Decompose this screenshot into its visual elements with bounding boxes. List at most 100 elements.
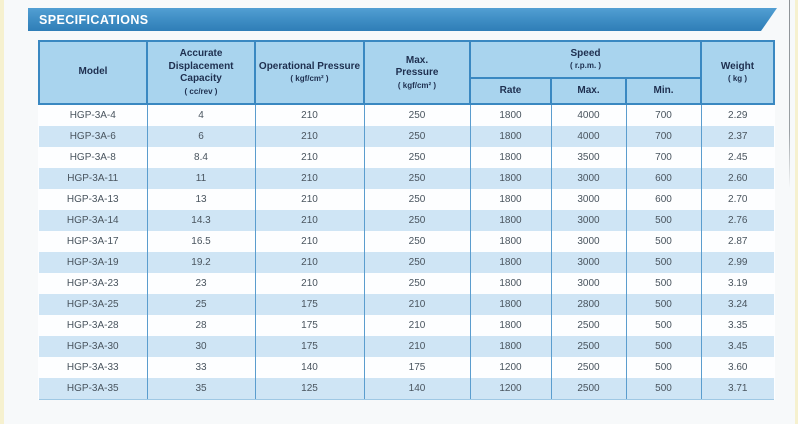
table-body: HGP-3A-4 4 210 250 1800 4000 700 2.29 HGP-3A-6 6 2… — [39, 104, 774, 400]
cell-capacity: 11 — [146, 168, 256, 189]
cell-model: HGP-3A-30 — [39, 336, 148, 357]
cell-speed_rate: 1800 — [469, 168, 552, 189]
cell-max_pressure: 250 — [363, 231, 471, 252]
col-header-model: Model — [38, 40, 148, 105]
cell-speed_rate: 1800 — [469, 126, 552, 147]
table-row: HGP-3A-25 25 175 210 1800 2800 500 3.24 — [39, 294, 774, 315]
col-header-operational-pressure: Operational Pressure ( kgf/cm² ) — [254, 40, 365, 105]
cell-op_pressure: 210 — [254, 189, 365, 210]
cell-weight: 3.24 — [700, 294, 774, 315]
cell-speed_min: 500 — [625, 252, 702, 273]
cell-speed_min: 500 — [625, 378, 702, 400]
table-row: HGP-3A-28 28 175 210 1800 2500 500 3.35 — [39, 315, 774, 336]
cell-speed_min: 500 — [625, 294, 702, 315]
cell-speed_max: 2500 — [550, 315, 627, 336]
cell-speed_max: 3000 — [550, 231, 627, 252]
cell-capacity: 19.2 — [146, 252, 256, 273]
cell-capacity: 35 — [146, 378, 256, 400]
cell-capacity: 25 — [146, 294, 256, 315]
cell-speed_min: 700 — [625, 147, 702, 168]
table-row: HGP-3A-6 6 210 250 1800 4000 700 2.37 — [39, 126, 774, 147]
cell-max_pressure: 250 — [363, 126, 471, 147]
cell-model: HGP-3A-35 — [39, 378, 148, 400]
cell-speed_rate: 1800 — [469, 294, 552, 315]
section-title-bar: SPECIFICATIONS — [28, 8, 777, 31]
scan-edge-right — [795, 0, 798, 424]
cell-speed_min: 600 — [625, 168, 702, 189]
cell-op_pressure: 210 — [254, 168, 365, 189]
cell-capacity: 16.5 — [146, 231, 256, 252]
cell-capacity: 23 — [146, 273, 256, 294]
cell-max_pressure: 250 — [363, 168, 471, 189]
cell-max_pressure: 210 — [363, 315, 471, 336]
table-row: HGP-3A-19 19.2 210 250 1800 3000 500 2.99 — [39, 252, 774, 273]
cell-capacity: 28 — [146, 315, 256, 336]
cell-max_pressure: 250 — [363, 147, 471, 168]
col-header-speed-rate: Rate — [469, 77, 552, 105]
cell-speed_rate: 1800 — [469, 104, 552, 126]
cell-op_pressure: 175 — [254, 336, 365, 357]
cell-weight: 3.71 — [700, 378, 774, 400]
cell-capacity: 30 — [146, 336, 256, 357]
table-row: HGP-3A-14 14.3 210 250 1800 3000 500 2.76 — [39, 210, 774, 231]
cell-speed_max: 3000 — [550, 252, 627, 273]
unit-cc-rev: ( cc/rev ) — [184, 86, 218, 96]
cell-speed_min: 500 — [625, 231, 702, 252]
table-row: HGP-3A-4 4 210 250 1800 4000 700 2.29 — [39, 104, 774, 126]
cell-weight: 2.37 — [700, 126, 774, 147]
cell-model: HGP-3A-23 — [39, 273, 148, 294]
cell-speed_min: 500 — [625, 273, 702, 294]
cell-speed_min: 700 — [625, 104, 702, 126]
cell-speed_rate: 1200 — [469, 378, 552, 400]
cell-model: HGP-3A-13 — [39, 189, 148, 210]
cell-speed_rate: 1800 — [469, 252, 552, 273]
cell-speed_rate: 1800 — [469, 315, 552, 336]
cell-model: HGP-3A-33 — [39, 357, 148, 378]
scan-edge-left — [0, 0, 4, 424]
cell-op_pressure: 210 — [254, 126, 365, 147]
cell-speed_max: 3000 — [550, 168, 627, 189]
cell-speed_rate: 1800 — [469, 231, 552, 252]
cell-max_pressure: 140 — [363, 378, 471, 400]
cell-speed_min: 500 — [625, 336, 702, 357]
cell-max_pressure: 250 — [363, 104, 471, 126]
cell-speed_min: 600 — [625, 189, 702, 210]
cell-speed_min: 500 — [625, 357, 702, 378]
cell-weight: 3.35 — [700, 315, 774, 336]
cell-max_pressure: 250 — [363, 273, 471, 294]
cell-speed_max: 3000 — [550, 189, 627, 210]
cell-capacity: 4 — [146, 104, 256, 126]
cell-speed_max: 3500 — [550, 147, 627, 168]
cell-speed_max: 4000 — [550, 126, 627, 147]
cell-model: HGP-3A-19 — [39, 252, 148, 273]
table-row: HGP-3A-30 30 175 210 1800 2500 500 3.45 — [39, 336, 774, 357]
cell-weight: 3.60 — [700, 357, 774, 378]
table-header: Model Accurate Displacement Capacity ( c… — [38, 40, 775, 105]
cell-op_pressure: 125 — [254, 378, 365, 400]
cell-op_pressure: 175 — [254, 294, 365, 315]
section-title: SPECIFICATIONS — [39, 12, 149, 27]
cell-model: HGP-3A-14 — [39, 210, 148, 231]
table-row: HGP-3A-17 16.5 210 250 1800 3000 500 2.87 — [39, 231, 774, 252]
cell-weight: 2.70 — [700, 189, 774, 210]
table-row: HGP-3A-35 35 125 140 1200 2500 500 3.71 — [39, 378, 774, 400]
cell-speed_max: 2800 — [550, 294, 627, 315]
table-row: HGP-3A-8 8.4 210 250 1800 3500 700 2.45 — [39, 147, 774, 168]
cell-speed_max: 2500 — [550, 357, 627, 378]
cell-capacity: 6 — [146, 126, 256, 147]
cell-speed_rate: 1200 — [469, 357, 552, 378]
cell-model: HGP-3A-6 — [39, 126, 148, 147]
cell-op_pressure: 210 — [254, 273, 365, 294]
unit-rpm: ( r.p.m. ) — [569, 61, 602, 71]
cell-weight: 2.99 — [700, 252, 774, 273]
cell-speed_rate: 1800 — [469, 147, 552, 168]
cell-speed_max: 2500 — [550, 336, 627, 357]
table-row: HGP-3A-13 13 210 250 1800 3000 600 2.70 — [39, 189, 774, 210]
cell-weight: 2.87 — [700, 231, 774, 252]
cell-max_pressure: 210 — [363, 336, 471, 357]
cell-weight: 3.19 — [700, 273, 774, 294]
cell-op_pressure: 140 — [254, 357, 365, 378]
cell-model: HGP-3A-11 — [39, 168, 148, 189]
cell-speed_max: 4000 — [550, 104, 627, 126]
table-row: HGP-3A-23 23 210 250 1800 3000 500 3.19 — [39, 273, 774, 294]
